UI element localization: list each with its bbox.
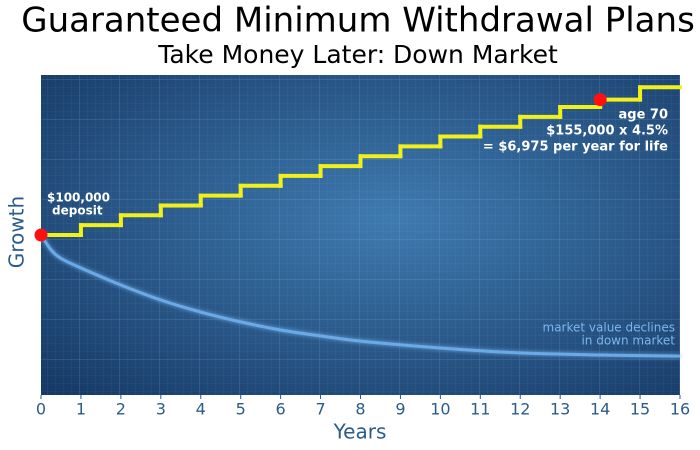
market-line <box>39 234 681 358</box>
x-tick-label: 16 <box>670 400 690 419</box>
x-tick-label: 3 <box>156 400 166 419</box>
x-tick-label: 15 <box>630 400 650 419</box>
x-tick-label: 6 <box>276 400 286 419</box>
x-axis-label: Years <box>333 420 387 444</box>
annotation: $100,000 <box>47 191 110 205</box>
marker-dot <box>34 228 48 242</box>
x-tick-label: 0 <box>36 400 46 419</box>
marker-dot <box>593 93 607 107</box>
annotation: age 70 <box>618 108 668 123</box>
x-tick-label: 7 <box>315 400 325 419</box>
y-axis-label: Growth <box>5 196 29 268</box>
x-tick-label: 13 <box>550 400 570 419</box>
x-tick-label: 1 <box>76 400 86 419</box>
annotation: in down market <box>581 334 675 348</box>
annotation: deposit <box>52 204 103 218</box>
x-tick-label: 11 <box>470 400 490 419</box>
x-tick-label: 14 <box>590 400 610 419</box>
x-tick-label: 12 <box>510 400 530 419</box>
annotation: market value declines <box>543 321 676 335</box>
x-tick-label: 5 <box>236 400 246 419</box>
x-tick-label: 9 <box>395 400 405 419</box>
annotation: $155,000 x 4.5% <box>546 124 668 139</box>
chart-title: Guaranteed Minimum Withdrawal Plans <box>21 1 695 41</box>
x-tick-label: 8 <box>355 400 365 419</box>
x-tick-label: 10 <box>430 400 450 419</box>
chart-subtitle: Take Money Later: Down Market <box>157 40 558 69</box>
annotation: = $6,975 per year for life <box>483 140 668 155</box>
x-tick-label: 2 <box>116 400 126 419</box>
x-tick-label: 4 <box>196 400 206 419</box>
